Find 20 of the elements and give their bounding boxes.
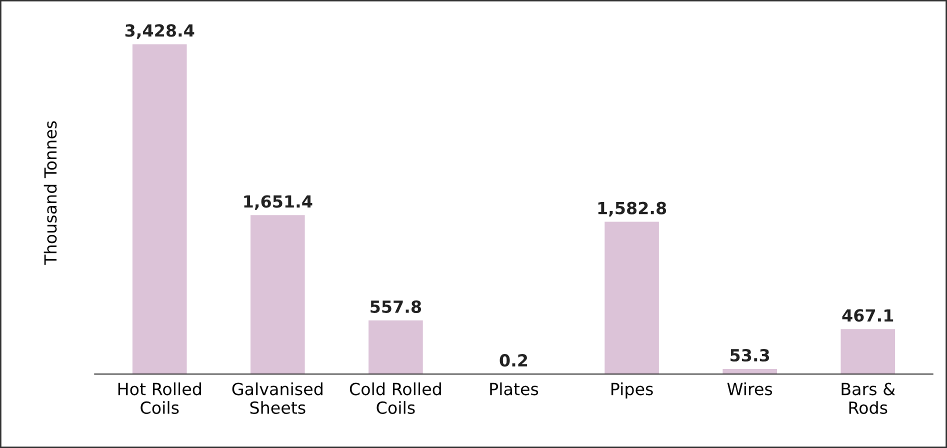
data-label: 1,582.8	[598, 202, 666, 217]
bar	[604, 222, 659, 374]
data-label: 3,428.4	[125, 24, 194, 39]
data-label: 467.1	[842, 309, 894, 322]
data-label: 1,651.4	[244, 195, 312, 210]
x-tick-label: Cold Rolled Coils	[350, 382, 441, 414]
x-tick-label: Galvanised Sheets	[232, 382, 322, 414]
y-axis-title: Thousand Tonnes	[44, 121, 57, 265]
x-tick-label: Wires	[727, 382, 772, 396]
bar	[840, 329, 896, 374]
x-tick-label: Plates	[490, 382, 538, 396]
bar	[132, 44, 187, 374]
bar	[250, 215, 305, 374]
data-label: 0.2	[500, 354, 528, 367]
data-label: 557.8	[370, 300, 422, 314]
data-label: 53.3	[730, 348, 770, 362]
x-tick-label: Hot Rolled Coils	[118, 382, 201, 414]
x-tick-label: Bars & Rods	[842, 382, 896, 414]
x-tick-label: Pipes	[612, 382, 653, 399]
bar	[368, 320, 423, 374]
